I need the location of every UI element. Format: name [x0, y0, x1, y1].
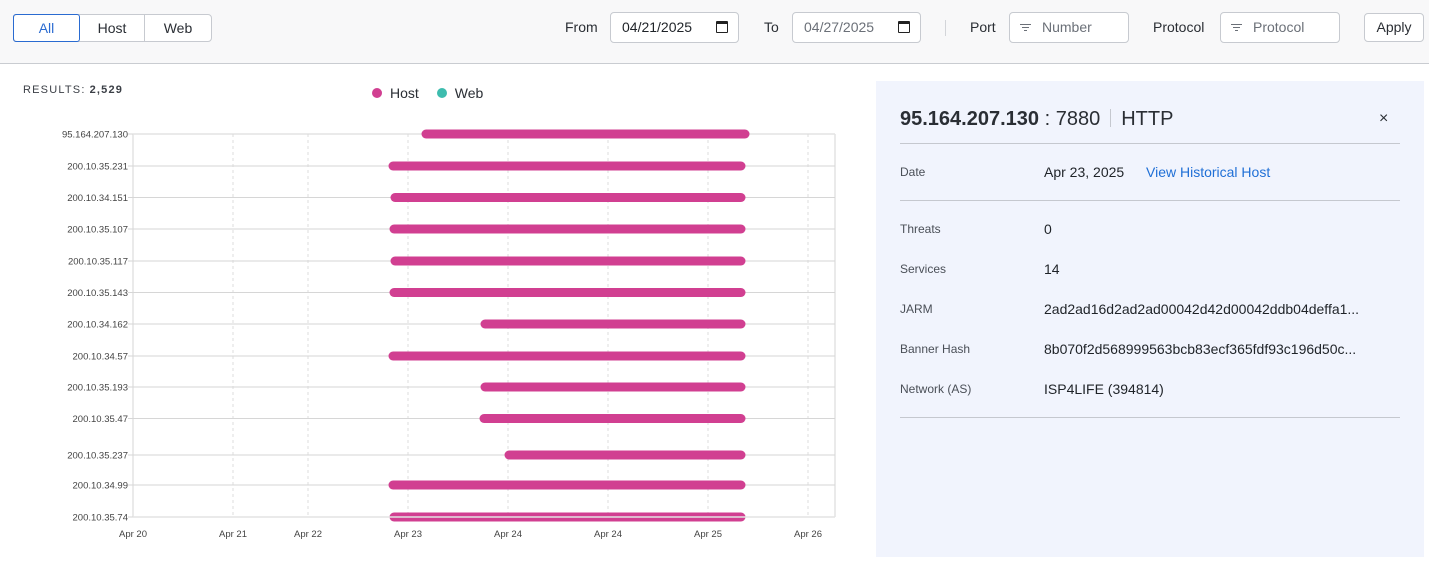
- view-historical-host-link[interactable]: View Historical Host: [1146, 164, 1271, 180]
- filter-toolbar: All Host Web From 04/21/2025 To 04/27/20…: [0, 0, 1429, 64]
- calendar-icon[interactable]: [716, 21, 728, 33]
- results-value: 2,529: [89, 84, 124, 96]
- y-tick-label: 200.10.34.162: [67, 320, 128, 331]
- title-divider: [1110, 109, 1112, 127]
- banner-hash-label: Banner Hash: [900, 342, 971, 356]
- x-tick-label: Apr 22: [294, 529, 322, 540]
- segment-host[interactable]: Host: [80, 15, 145, 41]
- x-tick-label: Apr 25: [694, 529, 722, 540]
- y-tick-label: 200.10.35.117: [68, 257, 128, 268]
- segment-web[interactable]: Web: [163, 20, 193, 36]
- port-label: Port: [970, 19, 996, 35]
- legend-item-host[interactable]: Host: [372, 85, 419, 101]
- y-tick-label: 200.10.35.237: [67, 451, 128, 462]
- threats-label: Threats: [900, 222, 941, 236]
- jarm-value: 2ad2ad16d2ad2ad00042d42d00042ddb04deffa1…: [1044, 301, 1360, 317]
- detail-protocol: HTTP: [1121, 108, 1174, 130]
- x-tick-label: Apr 21: [219, 529, 247, 540]
- threats-value: 0: [1044, 221, 1052, 237]
- divider: [900, 417, 1400, 418]
- network-label: Network (AS): [900, 382, 972, 396]
- filter-icon: [1020, 24, 1031, 32]
- y-tick-label: 200.10.34.99: [73, 481, 128, 492]
- detail-panel: 95.164.207.130 : 7880 HTTP × Date Apr 23,…: [876, 81, 1424, 557]
- y-tick-label: 200.10.35.74: [73, 513, 128, 524]
- port-placeholder: Number: [1042, 19, 1092, 35]
- calendar-icon[interactable]: [898, 21, 910, 33]
- legend-web-label: Web: [454, 85, 484, 101]
- y-tick-label: 200.10.35.47: [73, 414, 128, 425]
- port-input[interactable]: Number: [1009, 12, 1129, 43]
- chart-legend: Host Web: [372, 85, 483, 101]
- y-tick-label: 200.10.35.231: [67, 162, 128, 173]
- from-date-value: 04/21/2025: [622, 19, 693, 35]
- x-tick-label: Apr 24: [594, 529, 622, 540]
- x-tick-label: Apr 26: [794, 529, 822, 540]
- results-count: RESULTS: 2,529: [23, 84, 123, 96]
- detail-ip: 95.164.207.130: [900, 108, 1040, 130]
- date-label: Date: [900, 165, 926, 179]
- legend-web-dot: [436, 88, 447, 98]
- legend-host-dot: [372, 88, 382, 98]
- y-tick-label: 200.10.35.193: [67, 383, 128, 394]
- timeline-chart: 95.164.207.130 200.10.35.231 200.10.34.151…: [62, 129, 836, 540]
- to-label: To: [764, 19, 779, 35]
- y-tick-label: 200.10.35.143: [67, 288, 128, 299]
- to-date-input[interactable]: 04/27/2025: [792, 12, 921, 43]
- detail-port: : 7880: [1044, 108, 1101, 130]
- results-label: RESULTS:: [23, 84, 86, 96]
- x-tick-label: Apr 24: [494, 529, 522, 540]
- y-tick-label: 200.10.34.57: [73, 352, 128, 363]
- x-tick-label: Apr 20: [119, 529, 147, 540]
- date-value: Apr 23, 2025: [1044, 164, 1125, 180]
- from-label: From: [565, 19, 598, 35]
- protocol-input[interactable]: Protocol: [1220, 12, 1340, 43]
- type-segmented-control: All Host Web: [13, 14, 212, 42]
- legend-item-web[interactable]: Web: [436, 85, 484, 101]
- from-date-input[interactable]: 04/21/2025: [610, 12, 739, 43]
- y-tick-label: 200.10.34.151: [67, 193, 128, 204]
- filter-icon: [1231, 24, 1242, 32]
- protocol-label: Protocol: [1153, 19, 1205, 35]
- divider: [900, 143, 1400, 144]
- protocol-placeholder: Protocol: [1253, 19, 1305, 35]
- services-value: 14: [1044, 261, 1060, 277]
- x-tick-label: Apr 23: [394, 529, 422, 540]
- divider: [900, 200, 1400, 201]
- segment-all[interactable]: All: [13, 14, 80, 42]
- divider: [945, 20, 946, 36]
- to-date-value: 04/27/2025: [804, 19, 875, 35]
- legend-host-label: Host: [390, 85, 419, 101]
- y-tick-label: 200.10.35.107: [67, 225, 128, 236]
- close-icon[interactable]: ×: [1379, 110, 1389, 127]
- y-tick-label: 95.164.207.130: [62, 130, 128, 141]
- services-label: Services: [900, 262, 947, 276]
- apply-button[interactable]: Apply: [1364, 13, 1424, 42]
- jarm-label: JARM: [900, 302, 933, 316]
- detail-title: 95.164.207.130 : 7880 HTTP: [900, 108, 1173, 131]
- banner-hash-value: 8b070f2d568999563bcb83ecf365fdf93c196d50…: [1044, 341, 1357, 357]
- network-value: ISP4LIFE (394814): [1044, 381, 1164, 397]
